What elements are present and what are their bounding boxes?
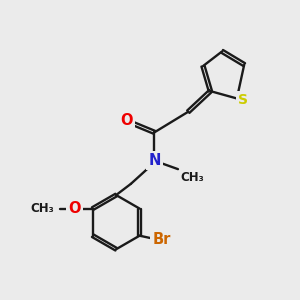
- Text: N: N: [148, 153, 160, 168]
- Text: O: O: [120, 113, 133, 128]
- Text: Br: Br: [152, 232, 171, 247]
- Text: CH₃: CH₃: [31, 202, 54, 214]
- Text: O: O: [68, 200, 81, 215]
- Text: CH₃: CH₃: [180, 172, 204, 184]
- Text: S: S: [238, 93, 248, 107]
